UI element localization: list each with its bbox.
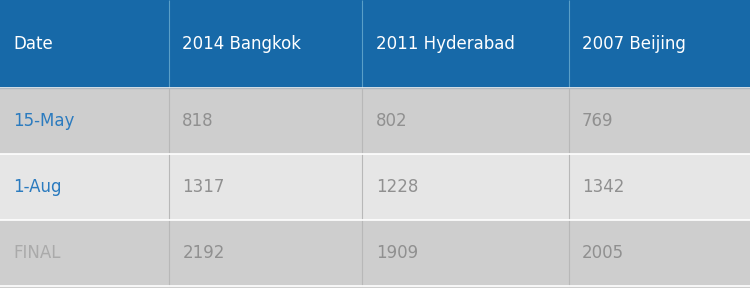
Text: 2007 Beijing: 2007 Beijing [582, 35, 686, 53]
Text: 1342: 1342 [582, 178, 624, 196]
Bar [0, 154, 750, 220]
Text: 2192: 2192 [182, 244, 225, 262]
Text: 1228: 1228 [376, 178, 419, 196]
Text: Date: Date [13, 35, 53, 53]
Text: 802: 802 [376, 112, 407, 130]
Text: 2014 Bangkok: 2014 Bangkok [182, 35, 302, 53]
Text: 818: 818 [182, 112, 214, 130]
Bar [0, 88, 750, 154]
Text: 15-May: 15-May [13, 112, 75, 130]
Text: 1909: 1909 [376, 244, 418, 262]
Text: FINAL: FINAL [13, 244, 61, 262]
Text: 1-Aug: 1-Aug [13, 178, 62, 196]
Text: 1317: 1317 [182, 178, 225, 196]
Text: 769: 769 [582, 112, 614, 130]
Bar [0, 220, 750, 286]
Text: 2005: 2005 [582, 244, 624, 262]
Bar [0, 0, 750, 88]
Text: 2011 Hyderabad: 2011 Hyderabad [376, 35, 514, 53]
